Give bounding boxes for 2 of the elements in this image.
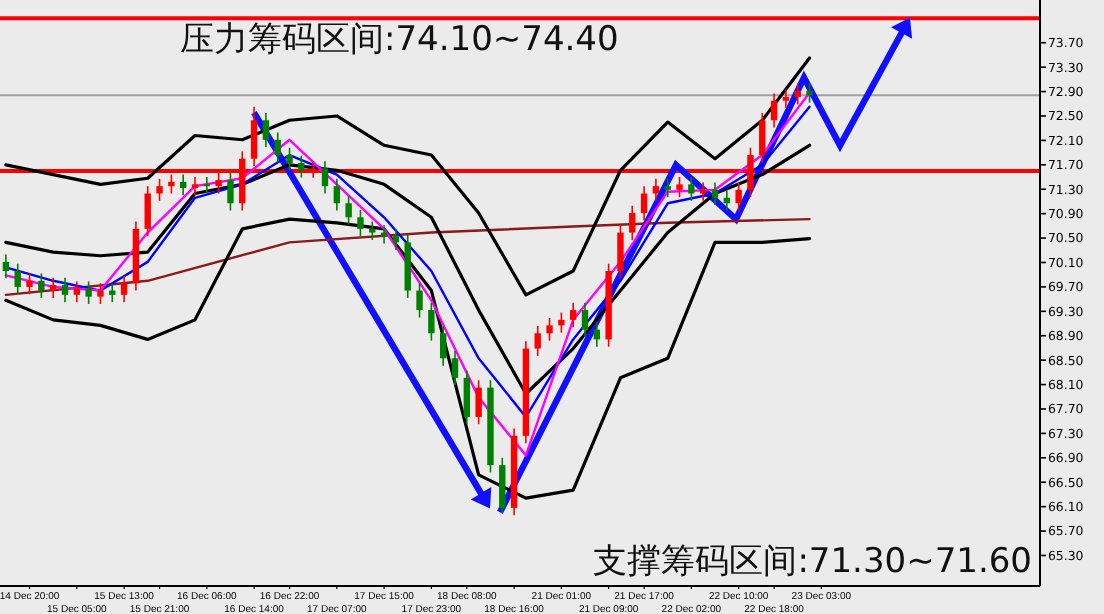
annotation: 支撑筹码区间:71.30~71.60 <box>593 542 1032 582</box>
annotation: 压力筹码区间:74.10~74.40 <box>180 20 619 60</box>
